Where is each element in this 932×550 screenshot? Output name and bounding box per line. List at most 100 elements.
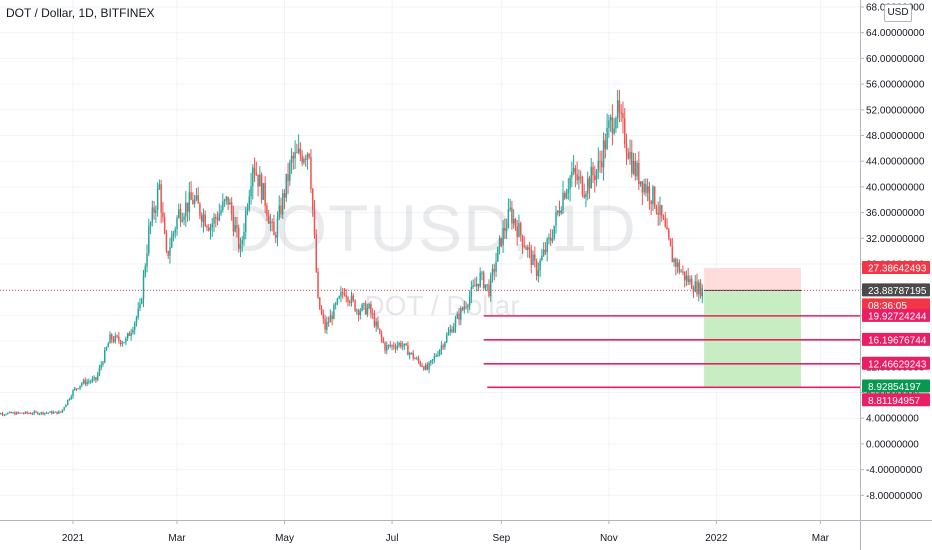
candle-body xyxy=(317,271,319,298)
candle-body xyxy=(93,377,95,379)
candle-body xyxy=(103,349,106,363)
candle-body xyxy=(613,128,615,134)
candle-body xyxy=(15,412,18,415)
candle-body xyxy=(218,213,221,221)
candle-body xyxy=(387,344,390,346)
candle-body xyxy=(304,158,307,160)
candle-body xyxy=(497,246,499,262)
y-tick-label: -8.00000000 xyxy=(866,491,923,502)
candle-body xyxy=(639,181,642,185)
candle-body xyxy=(579,176,582,178)
candle-body xyxy=(38,413,41,415)
candle-body xyxy=(444,342,446,348)
candle-body xyxy=(394,347,397,349)
price-tag xyxy=(862,308,930,322)
price-tag-label: 8.92854197 xyxy=(868,382,921,393)
candle-body xyxy=(382,338,384,343)
symbol-title[interactable]: DOT / Dollar, 1D, BITFINEX xyxy=(6,6,155,20)
candle-body xyxy=(144,266,147,275)
currency-button[interactable]: USD xyxy=(884,4,912,22)
candle-body xyxy=(567,189,570,193)
horizontal-levels[interactable] xyxy=(483,315,860,389)
candle-body xyxy=(193,199,196,204)
candle-body xyxy=(176,217,178,230)
candle-body xyxy=(88,381,90,383)
candle-body xyxy=(341,292,344,294)
candle-body xyxy=(442,345,444,348)
candle-body xyxy=(357,310,360,316)
candle-body xyxy=(51,411,53,414)
candle-body xyxy=(179,209,182,222)
candle-body xyxy=(701,288,704,297)
price-tag-label: 08:36:05 xyxy=(868,301,907,312)
candle-body xyxy=(35,411,37,413)
candle-body xyxy=(454,318,457,327)
candle-body xyxy=(326,322,328,330)
candle-body xyxy=(188,192,191,212)
candle-body xyxy=(237,227,240,249)
candle-body xyxy=(56,411,58,414)
x-tick-label: Jul xyxy=(386,533,399,544)
candle-body xyxy=(408,353,411,356)
candle-body xyxy=(119,340,122,345)
description-watermark: DOT / Dollar xyxy=(364,290,520,321)
price-tag xyxy=(862,332,930,346)
candle-body xyxy=(574,167,577,175)
candle-body xyxy=(278,205,280,218)
candle-body xyxy=(675,258,677,267)
candle-body xyxy=(266,205,268,216)
candle-body xyxy=(324,318,326,330)
candle-body xyxy=(699,282,702,297)
candle-body xyxy=(608,120,610,128)
candle-body xyxy=(1,413,4,415)
candle-body xyxy=(380,332,383,339)
candle-body xyxy=(481,272,483,274)
candle-body xyxy=(280,205,282,215)
candle-body xyxy=(282,193,284,215)
candle-body xyxy=(690,278,693,289)
candle-body xyxy=(125,338,127,343)
candle-body xyxy=(0,413,2,415)
candle-body xyxy=(40,412,43,414)
candle-body xyxy=(465,306,467,308)
price-tag-label: 27.38642493 xyxy=(868,263,927,274)
candle-body xyxy=(585,193,587,198)
candle-body xyxy=(456,313,459,319)
candle-body xyxy=(74,388,76,391)
candle-body xyxy=(519,223,522,236)
candle-body xyxy=(470,286,473,297)
candle-body xyxy=(678,262,681,272)
candle-body xyxy=(229,202,231,205)
candle-body xyxy=(629,151,631,159)
candle-body xyxy=(627,152,630,159)
candle-body xyxy=(334,303,337,305)
candle-body xyxy=(685,275,688,281)
candle-body xyxy=(430,360,432,364)
candle-body xyxy=(100,364,102,368)
candle-body xyxy=(215,216,217,219)
candle-body xyxy=(514,218,517,227)
price-tag xyxy=(862,283,930,297)
candle-body xyxy=(84,380,87,385)
candle-body xyxy=(396,345,399,349)
candle-body xyxy=(146,253,148,267)
candle-body xyxy=(294,152,296,159)
candle-body xyxy=(47,412,50,414)
candle-body xyxy=(467,305,469,308)
candle-body xyxy=(680,271,682,273)
candle-body xyxy=(546,239,548,253)
candle-body xyxy=(207,227,210,231)
candle-body xyxy=(156,188,159,211)
candle-body xyxy=(512,218,515,224)
candle-body xyxy=(403,343,406,346)
candle-body xyxy=(126,333,129,339)
candle-body xyxy=(350,295,353,303)
candle-body xyxy=(274,235,277,238)
candle-body xyxy=(650,200,652,204)
candle-body xyxy=(252,167,254,187)
position-tool[interactable] xyxy=(704,267,801,387)
candle-body xyxy=(505,227,508,231)
candle-body xyxy=(449,329,451,333)
candle-body xyxy=(105,347,108,350)
